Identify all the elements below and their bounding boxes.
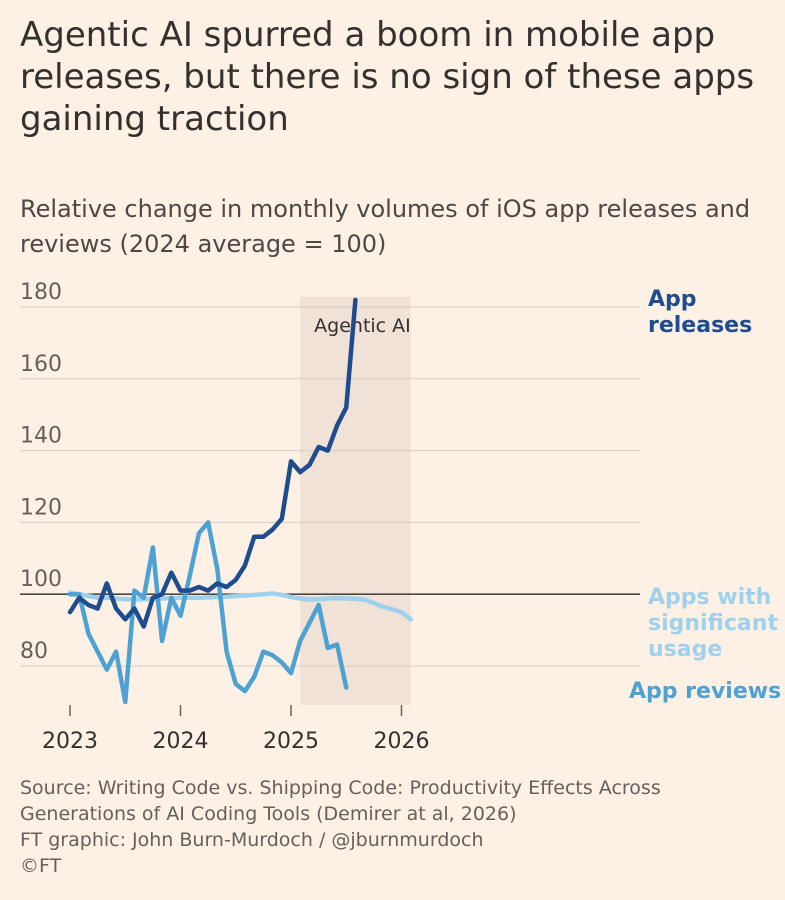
source-note: Source: Writing Code vs. Shipping Code: … <box>20 775 780 879</box>
shaded-region-label: Agentic AI <box>314 315 411 337</box>
series-label: App reviews <box>629 679 781 704</box>
series-label-line: Apps with <box>648 585 771 610</box>
axis-layer: 2023 2024 2025 2026 <box>42 705 430 754</box>
series-line-app-reviews <box>67 520 349 705</box>
source-line: Source: Writing Code vs. Shipping Code: … <box>20 777 661 799</box>
series-line-app-releases <box>67 297 358 629</box>
x-tick-label: 2023 <box>42 729 98 754</box>
grid-layer: 80 100 120 140 160 180 <box>20 280 640 667</box>
y-tick-label: 100 <box>20 567 62 592</box>
series-label-line: significant <box>648 611 778 636</box>
series-label-layer: Apps with significant usage App reviews App r… <box>629 287 781 704</box>
chart-subtitle: Relative change in monthly volumes of iO… <box>20 192 785 262</box>
x-tick-label: 2024 <box>153 729 209 754</box>
y-tick-label: 180 <box>20 280 62 305</box>
series-label-line: usage <box>648 637 722 662</box>
x-tick-label: 2026 <box>374 729 430 754</box>
series-label: App releases <box>648 287 752 338</box>
shaded-region-layer: Agentic AI <box>300 297 411 705</box>
shaded-region <box>300 297 411 705</box>
chart-subtitle-line: Relative change in monthly volumes of iO… <box>20 195 751 223</box>
source-line: Generations of AI Coding Tools (Demirer … <box>20 803 517 825</box>
x-tick-label: 2025 <box>263 729 319 754</box>
chart-subtitle-line: reviews (2024 average = 100) <box>20 230 387 258</box>
chart-title-line: releases, but there is no sign of these … <box>20 57 755 97</box>
copyright-line: ©FT <box>20 855 62 877</box>
chart-title: Agentic AI spurred a boom in mobile app … <box>20 14 770 140</box>
series-label-line: App reviews <box>629 679 781 704</box>
y-tick-label: 120 <box>20 495 62 520</box>
series-layer <box>67 297 413 705</box>
series-label-line: App <box>648 287 697 312</box>
y-tick-label: 140 <box>20 424 62 449</box>
credit-line: FT graphic: John Burn-Murdoch / @jburnmu… <box>20 829 484 851</box>
series-label: Apps with significant usage <box>648 585 778 662</box>
y-tick-label: 160 <box>20 352 62 377</box>
chart-title-line: gaining traction <box>20 99 289 139</box>
series-line-apps-with-significant-usage <box>67 590 413 622</box>
series-label-line: releases <box>648 313 752 338</box>
chart-title-line: Agentic AI spurred a boom in mobile app <box>20 15 716 55</box>
y-tick-label: 80 <box>20 639 48 664</box>
